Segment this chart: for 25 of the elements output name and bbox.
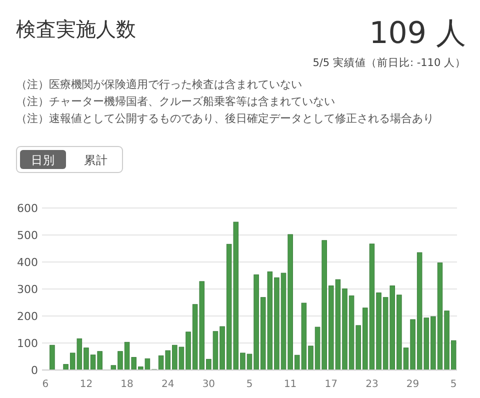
y-tick-label: 600 — [17, 202, 38, 215]
x-tick-label: 12 — [80, 379, 93, 390]
x-tick-label: 5 — [246, 379, 253, 390]
y-tick-label: 400 — [17, 256, 38, 269]
x-tick-label: 5 — [450, 379, 457, 390]
y-tick-label: 300 — [17, 283, 38, 296]
x-tick-label: 6 — [42, 379, 49, 390]
x-tick-label: 29 — [406, 379, 420, 390]
text: （注）チャーター機帰国者、クルーズ船乗客等は含まれていない — [16, 95, 335, 108]
chart-subtitle: 5/5 実績値（前日比: -110 人） — [312, 56, 466, 69]
x-tick-label: 30 — [202, 379, 216, 390]
toggle-switch: 日別 累計 — [16, 146, 123, 173]
chart-title: 検査実施人数 — [16, 17, 136, 41]
x-tick-label: 18 — [120, 379, 134, 390]
x-tick-label: 23 — [366, 379, 378, 390]
y-tick-label: 500 — [17, 229, 38, 242]
text: （注）速報値として公開するものであり、後日確定データとして修正される場合あり — [16, 112, 434, 125]
x-tick-label: 24 — [161, 379, 174, 390]
text: 109 人 — [369, 16, 466, 51]
text: （注）医療機関が保険適用で行った検査は含まれていない — [16, 78, 302, 91]
x-tick-label: 11 — [284, 379, 297, 390]
y-tick-label: 0 — [31, 364, 38, 377]
y-tick-label: 100 — [17, 337, 38, 350]
y-tick-label: 200 — [17, 310, 38, 323]
x-tick-label: 17 — [324, 379, 338, 390]
